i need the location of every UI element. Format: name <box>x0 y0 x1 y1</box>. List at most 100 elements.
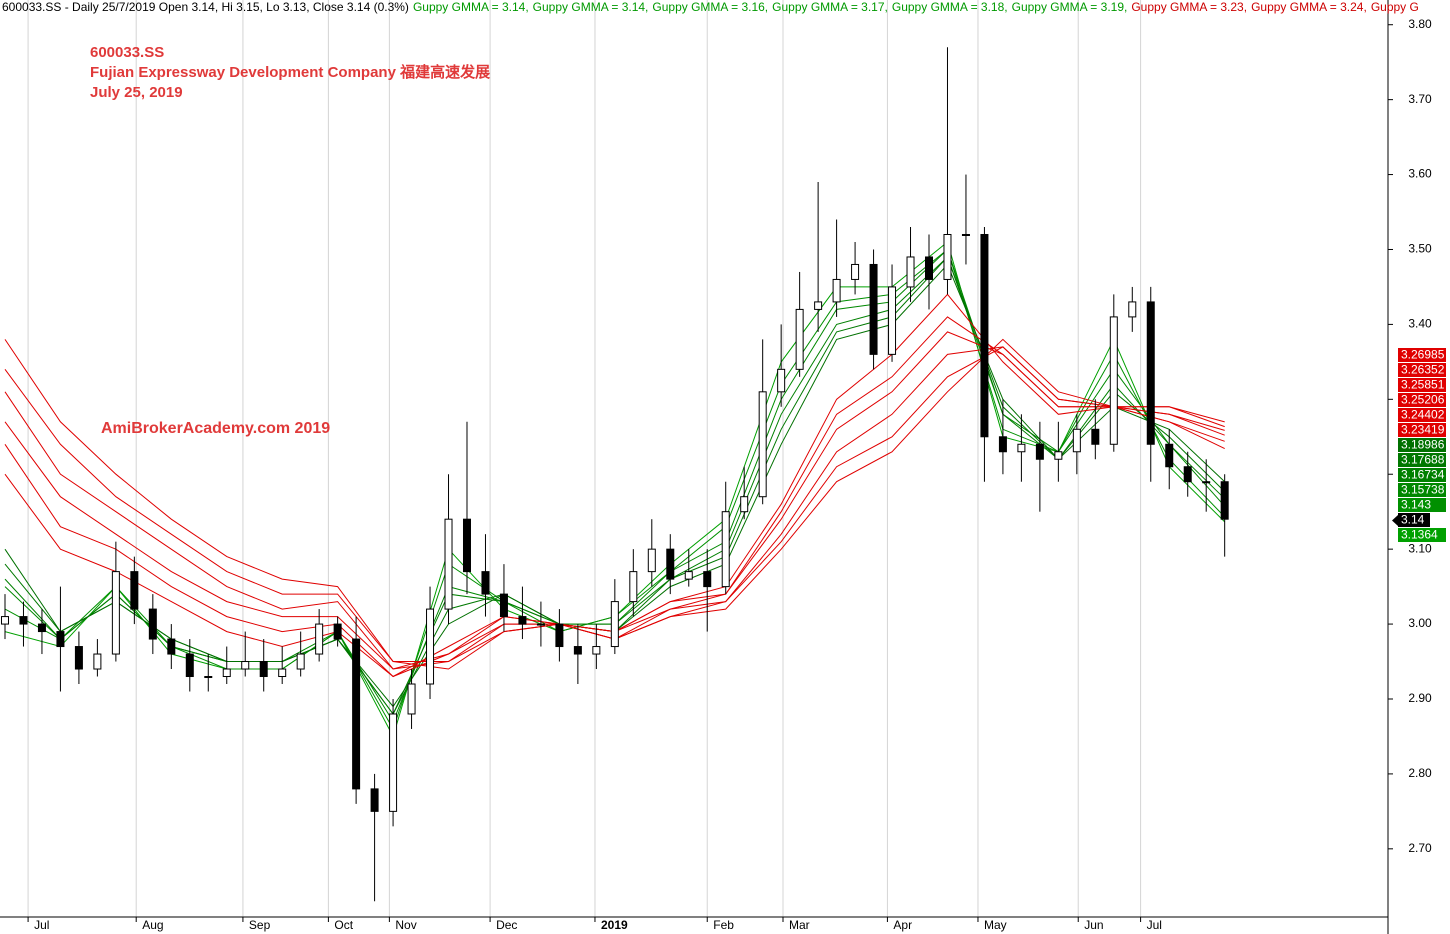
candle-body <box>1128 301 1137 318</box>
x-tick-label: Jul <box>1147 918 1162 932</box>
x-tick-label: Jul <box>34 918 49 932</box>
header-text: 600033.SS - Daily 25/7/2019 Open 3.14, H… <box>2 0 409 14</box>
candle-body <box>740 496 749 513</box>
candle-body <box>647 548 656 573</box>
candle-body <box>869 263 878 355</box>
annotation: Fujian Expressway Development Company 福建… <box>90 63 490 81</box>
candle-body <box>777 368 786 393</box>
x-tick-label: Dec <box>496 918 517 932</box>
annotation: July 25, 2019 <box>90 84 183 101</box>
candle-body <box>721 511 730 588</box>
candle-body <box>832 278 841 303</box>
x-tick-label: Apr <box>893 918 912 932</box>
candle-body <box>37 623 46 633</box>
y-tick-label: 3.00 <box>1408 616 1432 630</box>
candle-body <box>518 616 527 625</box>
value-box <box>1398 498 1446 512</box>
header-gmma: Guppy GMMA = 3.17, <box>772 0 888 14</box>
x-tick-label: Jun <box>1084 918 1103 932</box>
value-box <box>1398 453 1446 467</box>
value-box <box>1398 513 1430 527</box>
candle-body <box>555 623 564 648</box>
candle-body <box>795 308 804 370</box>
candle-body <box>851 263 860 280</box>
candle-body <box>407 683 416 715</box>
candle-body <box>74 646 83 670</box>
candle-body <box>906 256 915 288</box>
header-gmma: Guppy GMMA = 3.18, <box>892 0 1008 14</box>
candle-body <box>1109 316 1118 445</box>
candle-body <box>444 518 453 610</box>
value-box-label: 3.18986 <box>1401 438 1445 452</box>
candle-body <box>315 623 324 655</box>
candle-body <box>1054 451 1063 460</box>
candle-body <box>185 653 194 678</box>
candle-body <box>924 256 933 280</box>
value-box-label: 3.26985 <box>1401 348 1445 362</box>
y-tick-label: 3.70 <box>1408 92 1432 106</box>
x-tick-label: Aug <box>142 918 163 932</box>
value-box <box>1398 438 1446 452</box>
x-tick-label: Sep <box>249 918 271 932</box>
candle-body <box>296 653 305 670</box>
header-gmma: Guppy GMMA = 3.24, <box>1251 0 1367 14</box>
candle-body <box>1183 466 1192 483</box>
candle-body <box>536 623 545 626</box>
candle-body <box>943 233 952 280</box>
candle-body <box>462 518 471 573</box>
candle-body <box>333 623 342 640</box>
candle-body <box>666 548 675 580</box>
candle-body <box>167 638 176 655</box>
candle-body <box>0 616 9 625</box>
value-box-label: 3.26352 <box>1401 363 1445 377</box>
x-tick-label: Feb <box>713 918 734 932</box>
candle-body <box>130 571 139 610</box>
x-tick-label: Nov <box>395 918 416 932</box>
price-pointer <box>1392 515 1398 526</box>
candle-body <box>259 661 268 678</box>
value-box <box>1398 483 1446 497</box>
candle-body <box>204 676 213 679</box>
value-box <box>1398 528 1446 542</box>
value-box-label: 3.25851 <box>1401 378 1445 392</box>
candle-body <box>961 233 970 236</box>
x-tick-label: Mar <box>789 918 810 932</box>
header-gmma: Guppy GMMA = 3.14, <box>533 0 649 14</box>
candle-body <box>222 668 231 678</box>
value-box <box>1398 393 1446 407</box>
candle-body <box>629 571 638 603</box>
value-box <box>1398 423 1446 437</box>
candle-body <box>481 571 490 595</box>
header-gmma: Guppy GMMA = 3.19, <box>1012 0 1128 14</box>
candle-body <box>19 616 28 625</box>
candle-body <box>1035 443 1044 460</box>
candle-body <box>980 233 989 438</box>
value-box <box>1398 468 1446 482</box>
candle-body <box>998 436 1007 453</box>
value-box-label: 3.14 <box>1401 513 1425 527</box>
candle-body <box>93 653 102 670</box>
candle-body <box>1091 428 1100 445</box>
value-box <box>1398 408 1446 422</box>
y-tick-label: 2.80 <box>1408 766 1432 780</box>
y-tick-label: 2.70 <box>1408 841 1432 855</box>
value-box-label: 3.23419 <box>1401 423 1445 437</box>
candle-body <box>370 788 379 812</box>
y-tick-label: 3.40 <box>1408 317 1432 331</box>
header-gmma: Guppy G <box>1371 0 1419 14</box>
grid <box>27 0 1142 917</box>
watermark: AmiBrokerAcademy.com 2019 <box>101 420 330 437</box>
y-tick-label: 3.60 <box>1408 167 1432 181</box>
x-tick-label: May <box>984 918 1007 932</box>
value-box-label: 3.17688 <box>1401 453 1445 467</box>
candle-body <box>1072 428 1081 453</box>
candle-body <box>592 646 601 655</box>
candle-body <box>389 713 398 812</box>
candle-body <box>148 608 157 640</box>
value-box <box>1398 378 1446 392</box>
candle-body <box>610 601 619 648</box>
y-tick-label: 2.90 <box>1408 691 1432 705</box>
candle-body <box>888 286 897 355</box>
candle-body <box>1017 443 1026 453</box>
